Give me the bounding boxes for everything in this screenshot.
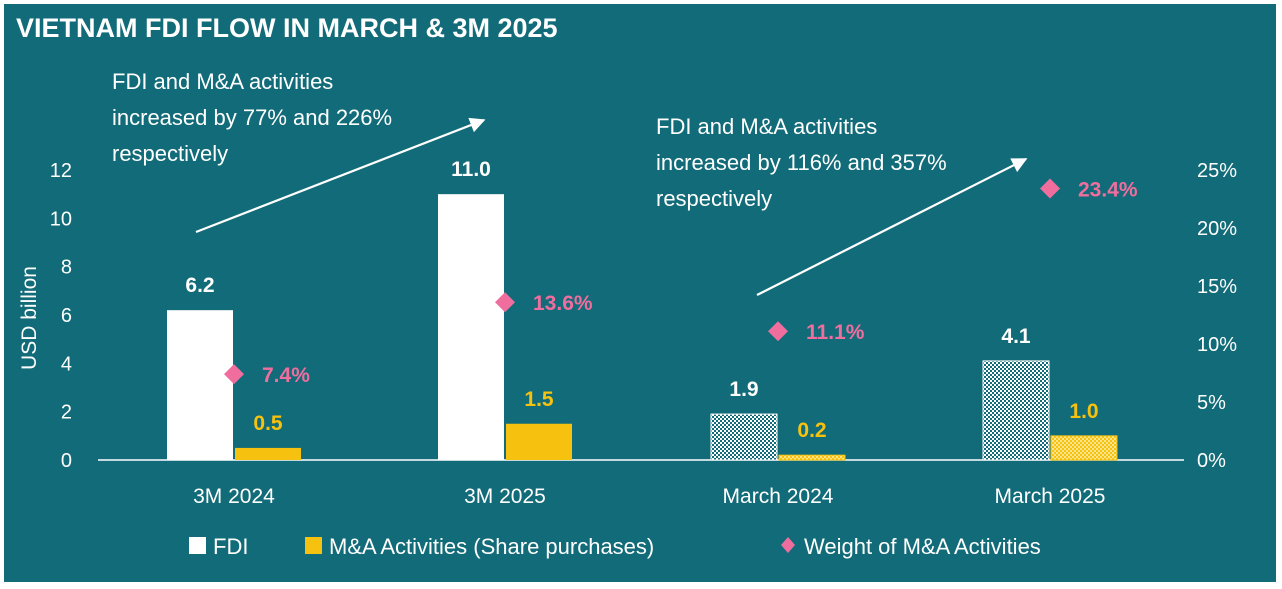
y-axis-label: USD billion: [18, 266, 41, 370]
annotation-march-line-2: increased by 116% and 357%: [656, 150, 947, 175]
data-label-ma: 0.5: [253, 412, 283, 435]
y-tick-label: 4: [61, 353, 72, 375]
annotation-3m-line-2: increased by 77% and 226%: [112, 105, 392, 130]
marker-weight: [768, 321, 788, 342]
weight-markers: 7.4% 13.6% 11.1% 23.4%: [224, 178, 1138, 387]
chart-panel: VIETNAM FDI FLOW IN MARCH & 3M 2025 FDI …: [4, 4, 1276, 582]
y2-tick-label: 20%: [1197, 218, 1237, 240]
annotation-3m: FDI and M&A activities increased by 77% …: [112, 69, 486, 234]
legend-swatch-ma: [305, 537, 322, 554]
y2-tick-label: 5%: [1197, 392, 1226, 414]
category-labels: 3M 2024 3M 2025 March 2024 March 2025: [193, 485, 1105, 508]
annotation-3m-line-3: respectively: [112, 141, 228, 166]
data-label-weight: 23.4%: [1078, 179, 1138, 202]
bar-fdi: [710, 413, 778, 461]
chart-title: VIETNAM FDI FLOW IN MARCH & 3M 2025: [16, 13, 558, 43]
data-label-weight: 7.4%: [262, 364, 310, 387]
legend-swatch-fdi: [189, 537, 206, 554]
data-label-fdi: 4.1: [1001, 325, 1031, 348]
legend-label-ma: M&A Activities (Share purchases): [329, 534, 654, 559]
bar-ma: [506, 423, 572, 460]
y2-tick-label: 10%: [1197, 334, 1237, 356]
y-tick-label: 8: [61, 257, 72, 279]
y-tick-label: 0: [61, 450, 72, 472]
marker-weight: [495, 292, 515, 313]
annotation-3m-line-1: FDI and M&A activities: [112, 69, 333, 94]
y2-tick-label: 15%: [1197, 276, 1237, 298]
bar-ma: [1050, 435, 1118, 461]
bars: 6.2 0.5 11.0 1.5 1.9 0.2 4.1 1.0: [167, 158, 1118, 461]
data-label-weight: 11.1%: [806, 321, 865, 344]
data-label-fdi: 6.2: [185, 274, 214, 297]
y-tick-label: 12: [50, 160, 72, 182]
category-label: 3M 2025: [464, 485, 546, 508]
y2-tick-label: 25%: [1197, 160, 1237, 182]
y2-axis-ticks: 0% 5% 10% 15% 20% 25%: [1197, 160, 1237, 472]
legend: FDI M&A Activities (Share purchases) Wei…: [189, 534, 1041, 559]
bar-fdi: [982, 360, 1050, 461]
bar-ma: [235, 447, 301, 460]
marker-weight: [224, 364, 244, 385]
y-tick-label: 6: [61, 305, 72, 327]
annotation-march-arrow: [756, 158, 1028, 296]
category-label: March 2025: [995, 485, 1106, 508]
legend-label-weight: Weight of M&A Activities: [804, 534, 1041, 559]
y2-tick-label: 0%: [1197, 450, 1226, 472]
category-label: March 2024: [723, 485, 834, 508]
data-label-fdi: 11.0: [451, 158, 491, 181]
y-axis-ticks: 0 2 4 6 8 10 12: [50, 160, 72, 472]
legend-label-fdi: FDI: [213, 534, 248, 559]
fdi-chart: VIETNAM FDI FLOW IN MARCH & 3M 2025 FDI …: [16, 13, 1237, 559]
marker-weight: [1040, 178, 1060, 199]
data-label-fdi: 1.9: [729, 378, 758, 401]
data-label-ma: 0.2: [797, 419, 826, 442]
annotation-3m-arrow: [195, 117, 486, 234]
annotation-march-line-1: FDI and M&A activities: [656, 114, 877, 139]
annotation-march: FDI and M&A activities increased by 116%…: [656, 114, 1028, 296]
data-label-weight: 13.6%: [533, 292, 593, 315]
data-label-ma: 1.5: [524, 388, 554, 411]
category-label: 3M 2024: [193, 485, 275, 508]
bar-fdi: [167, 310, 233, 460]
bar-fdi: [438, 194, 504, 460]
bar-ma: [778, 454, 846, 461]
y-tick-label: 2: [61, 402, 72, 424]
legend-swatch-weight: [781, 537, 795, 553]
y-tick-label: 10: [50, 208, 72, 230]
data-label-ma: 1.0: [1069, 400, 1098, 423]
annotation-march-line-3: respectively: [656, 186, 772, 211]
